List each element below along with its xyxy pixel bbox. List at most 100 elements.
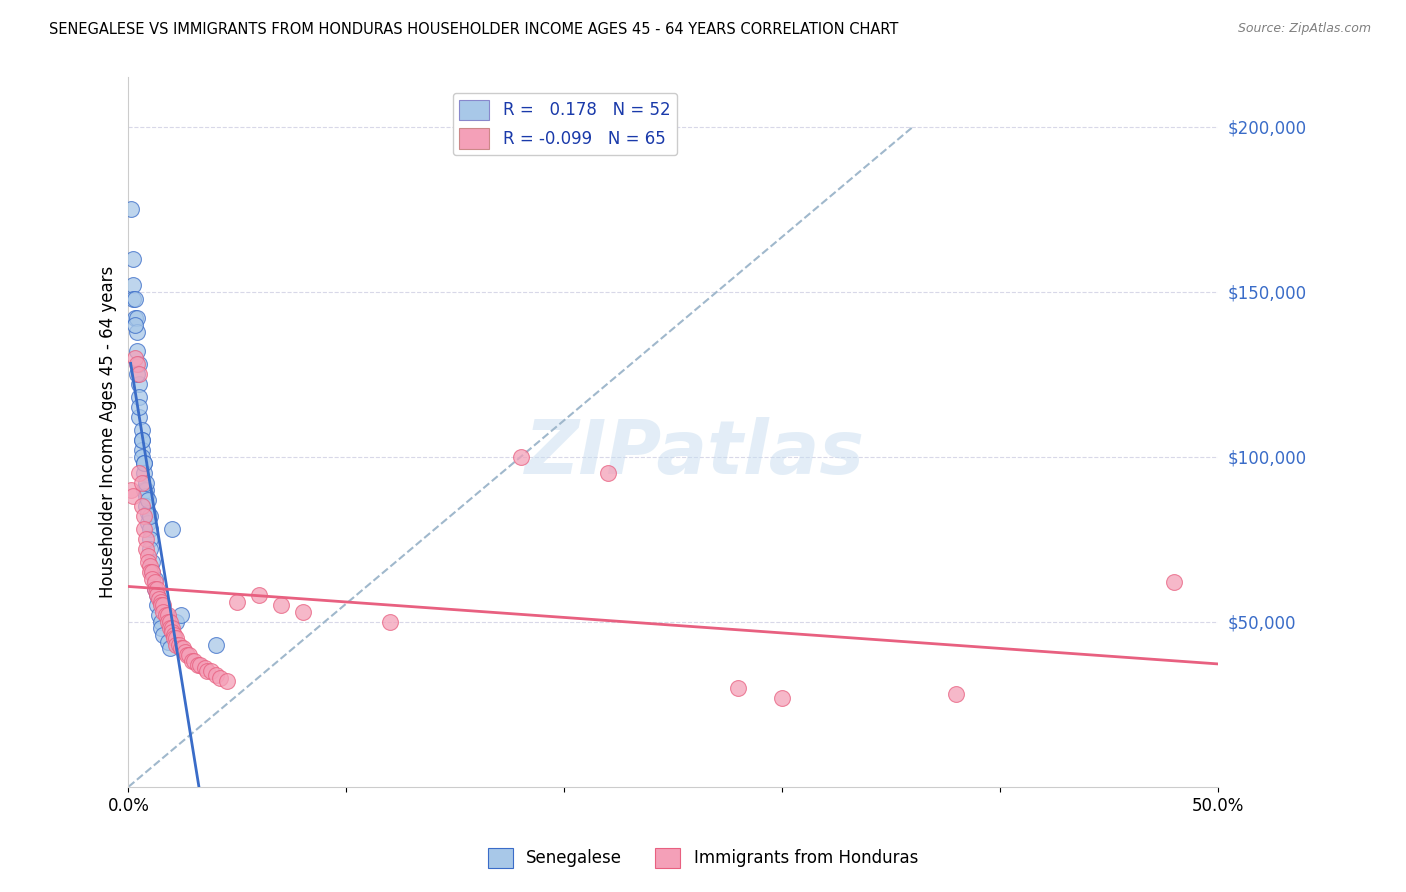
Legend: R =   0.178   N = 52, R = -0.099   N = 65: R = 0.178 N = 52, R = -0.099 N = 65 <box>453 93 678 155</box>
Point <box>152 628 174 642</box>
Point <box>132 483 155 497</box>
Point <box>139 558 162 573</box>
Point <box>143 582 166 596</box>
Point <box>132 457 155 471</box>
Point <box>156 615 179 629</box>
Point <box>136 516 159 530</box>
Point <box>131 424 153 438</box>
Text: ZIPatlas: ZIPatlas <box>524 417 865 490</box>
Point <box>141 556 163 570</box>
Point <box>128 358 150 372</box>
Point <box>131 443 153 458</box>
Point <box>215 674 238 689</box>
Point <box>150 599 173 613</box>
Point <box>150 615 173 629</box>
Point <box>120 202 142 217</box>
Point <box>159 615 181 629</box>
Point <box>136 556 159 570</box>
Point <box>163 632 186 646</box>
Point <box>121 490 143 504</box>
Point <box>194 661 217 675</box>
Point <box>172 641 194 656</box>
Point <box>160 624 183 639</box>
Point <box>135 483 157 497</box>
Point <box>187 657 209 672</box>
Point <box>132 523 155 537</box>
Point <box>180 655 202 669</box>
Point <box>131 434 153 448</box>
Point <box>165 632 187 646</box>
Point <box>128 467 150 481</box>
Point <box>291 605 314 619</box>
Point <box>179 648 201 662</box>
Point <box>176 648 198 662</box>
Point <box>135 490 157 504</box>
Point <box>270 599 292 613</box>
Point <box>159 622 181 636</box>
Point <box>121 292 143 306</box>
Point <box>128 377 150 392</box>
Point <box>128 410 150 425</box>
Point <box>136 506 159 520</box>
Point <box>131 500 153 514</box>
Point <box>131 450 153 464</box>
Point <box>727 681 749 695</box>
Y-axis label: Householder Income Ages 45 - 64 years: Householder Income Ages 45 - 64 years <box>100 266 117 599</box>
Point <box>1163 575 1185 590</box>
Point <box>174 644 197 658</box>
Point <box>190 657 212 672</box>
Point <box>127 358 149 372</box>
Point <box>204 667 226 681</box>
Point <box>163 628 186 642</box>
Point <box>945 688 967 702</box>
Point <box>127 344 149 359</box>
Point <box>131 476 153 491</box>
Point <box>135 542 157 557</box>
Point <box>143 572 166 586</box>
Point <box>167 638 190 652</box>
Point <box>132 467 155 481</box>
Point <box>141 572 163 586</box>
Point <box>159 641 181 656</box>
Point <box>135 476 157 491</box>
Point <box>127 311 149 326</box>
Point <box>150 595 173 609</box>
Point <box>150 622 173 636</box>
Point <box>121 278 143 293</box>
Point <box>247 589 270 603</box>
Point <box>128 391 150 405</box>
Point <box>156 634 179 648</box>
Point <box>183 655 205 669</box>
Point <box>208 671 231 685</box>
Point <box>148 591 170 606</box>
Point <box>128 401 150 415</box>
Point <box>226 595 249 609</box>
Point <box>152 605 174 619</box>
Point <box>139 566 162 580</box>
Point <box>770 690 793 705</box>
Point <box>596 467 619 481</box>
Point <box>165 615 187 629</box>
Point <box>132 509 155 524</box>
Legend: Senegalese, Immigrants from Honduras: Senegalese, Immigrants from Honduras <box>481 841 925 875</box>
Point <box>135 500 157 514</box>
Point <box>139 542 162 557</box>
Point <box>204 638 226 652</box>
Point <box>156 608 179 623</box>
Point <box>127 325 149 339</box>
Point <box>141 566 163 580</box>
Point <box>155 608 177 623</box>
Point <box>143 575 166 590</box>
Point <box>139 533 162 547</box>
Point <box>139 509 162 524</box>
Point <box>146 589 169 603</box>
Point <box>141 566 163 580</box>
Point <box>128 368 150 382</box>
Point <box>170 608 193 623</box>
Point <box>124 311 146 326</box>
Text: Source: ZipAtlas.com: Source: ZipAtlas.com <box>1237 22 1371 36</box>
Point <box>132 457 155 471</box>
Point <box>131 434 153 448</box>
Point <box>146 582 169 596</box>
Point <box>139 523 162 537</box>
